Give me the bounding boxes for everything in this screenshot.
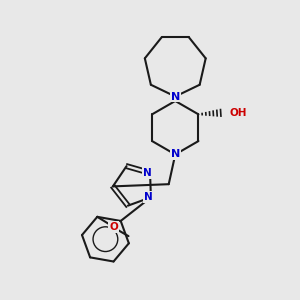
Text: N: N [171,149,180,160]
Text: N: N [143,168,152,178]
Text: O: O [109,222,118,232]
Text: N: N [171,92,180,101]
Polygon shape [172,97,178,101]
Text: OH: OH [229,108,247,118]
Text: N: N [144,192,153,202]
